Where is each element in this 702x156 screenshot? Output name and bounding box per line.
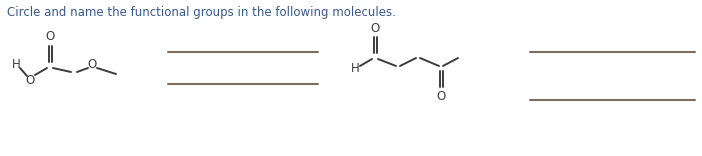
Text: O: O: [87, 58, 97, 71]
Text: O: O: [46, 31, 55, 44]
Text: H: H: [350, 61, 359, 75]
Text: O: O: [25, 73, 34, 86]
Text: O: O: [371, 22, 380, 34]
Text: H: H: [12, 58, 20, 71]
Text: Circle and name the functional groups in the following molecules.: Circle and name the functional groups in…: [7, 6, 396, 19]
Text: O: O: [437, 90, 446, 102]
